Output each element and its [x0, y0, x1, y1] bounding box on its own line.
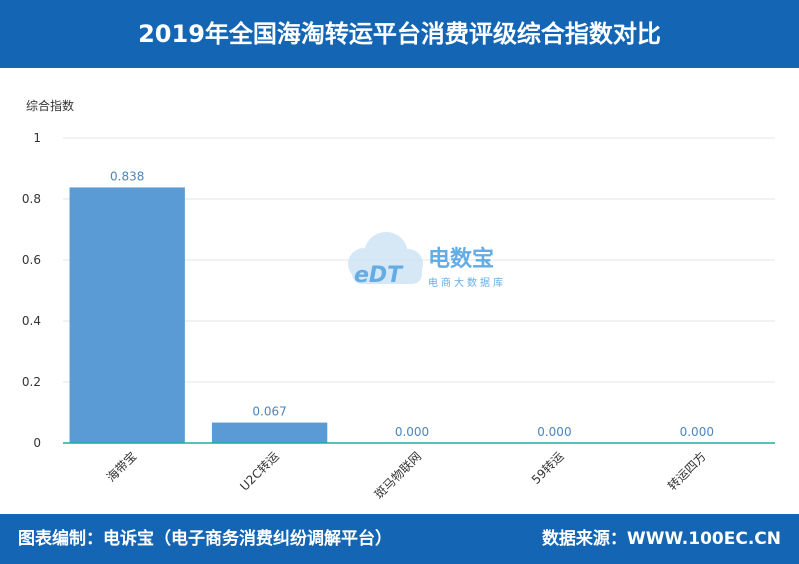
footer-banner: 图表编制：电诉宝（电子商务消费纠纷调解平台） 数据来源：WWW.100EC.CN — [0, 514, 799, 564]
y-tick-label: 0.6 — [22, 253, 41, 267]
value-label: 0.000 — [680, 425, 714, 439]
watermark: eDT 电数宝 电商大数据库 — [348, 232, 506, 289]
footer-credit: 图表编制：电诉宝（电子商务消费纠纷调解平台） — [18, 529, 392, 549]
category-label: 59转运 — [528, 449, 566, 487]
value-label: 0.067 — [252, 405, 286, 419]
y-tick-label: 0.2 — [22, 375, 41, 389]
category-label: 斑马物联网 — [372, 449, 424, 501]
watermark-subtitle: 电商大数据库 — [428, 276, 506, 289]
bars — [69, 187, 328, 443]
value-label: 0.000 — [537, 425, 571, 439]
cloud-logo-icon: eDT — [348, 232, 423, 288]
category-label: U2C转运 — [237, 449, 282, 494]
y-tick-label: 0.8 — [22, 192, 41, 206]
bar — [211, 422, 328, 443]
watermark-name: 电数宝 — [428, 246, 494, 272]
y-axis-label: 综合指数 — [26, 98, 74, 113]
footer-source: 数据来源：WWW.100EC.CN — [541, 529, 781, 549]
logo-text: eDT — [354, 263, 404, 288]
y-tick-label: 0 — [33, 436, 41, 450]
y-tick-label: 1 — [33, 131, 41, 145]
category-label: 转运四方 — [664, 449, 709, 494]
bar — [69, 187, 185, 443]
chart-title: 2019年全国海淘转运平台消费评级综合指数对比 — [138, 20, 661, 48]
value-label: 0.000 — [395, 425, 429, 439]
y-tick-label: 0.4 — [22, 314, 41, 328]
value-labels: 0.838 0.067 0.000 0.000 0.000 — [110, 169, 714, 439]
value-label: 0.838 — [110, 169, 144, 183]
header-banner: 2019年全国海淘转运平台消费评级综合指数对比 — [0, 0, 799, 68]
category-labels: 海带宝 U2C转运 斑马物联网 59转运 转运四方 — [103, 449, 709, 502]
category-label: 海带宝 — [103, 449, 139, 485]
y-tick-labels: 0 0.2 0.4 0.6 0.8 1 — [22, 131, 41, 450]
bar-chart: 综合指数 0 0.2 0.4 0.6 0.8 1 eDT 电数宝 电商大数据库 0.838… — [22, 98, 775, 502]
